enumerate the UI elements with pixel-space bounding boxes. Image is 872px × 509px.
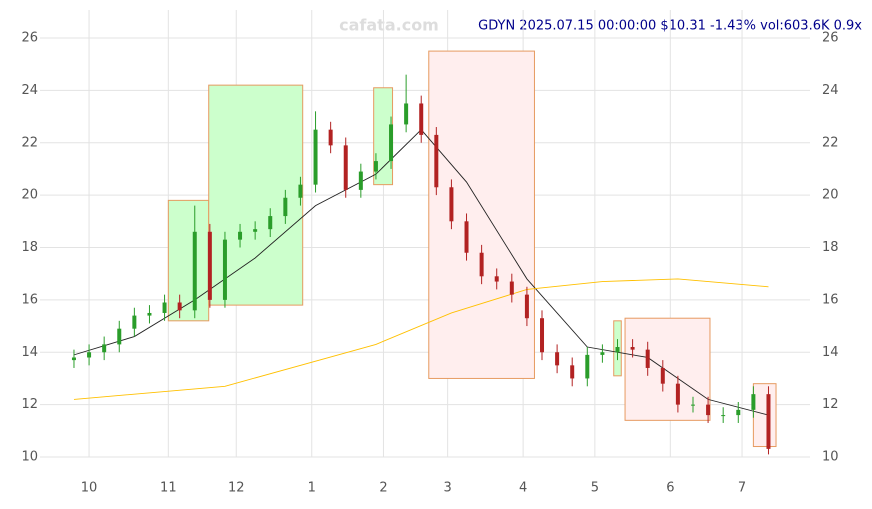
x-tick-label: 1 xyxy=(308,481,316,496)
watermark: cafata.com xyxy=(339,16,439,35)
candle-body xyxy=(238,231,243,240)
zone-box xyxy=(752,383,777,448)
y-tick-label-right: 22 xyxy=(822,135,839,150)
y-tick-label-right: 10 xyxy=(822,450,839,465)
x-tick-label: 10 xyxy=(81,481,98,496)
candle-body xyxy=(389,124,394,162)
y-tick-label: 26 xyxy=(21,31,38,46)
candle-body xyxy=(766,394,771,449)
candle-body xyxy=(449,187,454,222)
candle-body xyxy=(222,239,227,300)
y-tick-label-right: 12 xyxy=(822,397,839,412)
candle-body xyxy=(479,252,484,277)
zone-box xyxy=(208,84,304,306)
candle-body xyxy=(283,197,288,217)
candle-body xyxy=(117,328,122,345)
y-tick-label-right: 20 xyxy=(822,188,839,203)
x-tick-label: 2 xyxy=(379,481,387,496)
candle-body xyxy=(253,229,258,232)
zone-box xyxy=(624,317,711,421)
candle-body xyxy=(751,394,756,410)
candle-body xyxy=(645,349,650,368)
y-tick-label-right: 24 xyxy=(822,83,839,98)
candle-body xyxy=(373,161,378,172)
candle-body xyxy=(660,367,665,384)
y-tick-label: 20 xyxy=(21,188,38,203)
candle-body xyxy=(630,347,635,350)
candle-body xyxy=(328,129,333,146)
x-tick-label: 12 xyxy=(228,481,245,496)
candle-body xyxy=(570,365,575,379)
candle-body xyxy=(419,103,424,135)
y-tick-label-right: 26 xyxy=(822,31,839,46)
x-tick-label: 4 xyxy=(519,481,527,496)
moving-average xyxy=(73,278,769,400)
candle-body xyxy=(192,231,197,311)
y-tick-label: 22 xyxy=(21,135,38,150)
y-tick-label: 24 xyxy=(21,83,38,98)
candle-body xyxy=(343,145,348,190)
candle-body xyxy=(509,281,514,295)
candle-body xyxy=(313,129,318,185)
candle-body xyxy=(690,404,695,406)
x-tick-label: 5 xyxy=(591,481,599,496)
x-tick-label: 3 xyxy=(444,481,452,496)
candle-body xyxy=(494,276,499,282)
candle-body xyxy=(600,352,605,355)
candle-body xyxy=(177,302,182,311)
candle-body xyxy=(524,294,529,319)
candle-body xyxy=(102,344,107,353)
candle-body xyxy=(162,302,167,313)
candle-body xyxy=(298,184,303,198)
y-tick-label-right: 14 xyxy=(822,345,839,360)
candle-body xyxy=(736,409,741,416)
y-tick-label: 10 xyxy=(21,450,38,465)
candle-body xyxy=(147,312,152,316)
candle-body xyxy=(555,352,560,366)
candle-body xyxy=(404,103,409,125)
candle-body xyxy=(675,383,680,405)
candle-body xyxy=(540,318,545,353)
x-tick-label: 11 xyxy=(160,481,177,496)
candle-body xyxy=(268,216,273,230)
y-tick-label: 18 xyxy=(21,240,38,255)
x-tick-label: 7 xyxy=(738,481,746,496)
candle-body xyxy=(71,357,76,361)
y-tick-label-right: 18 xyxy=(822,240,839,255)
candle-body xyxy=(721,415,726,417)
candle-body xyxy=(358,171,363,190)
x-tick-label: 6 xyxy=(666,481,674,496)
y-tick-label: 14 xyxy=(21,345,38,360)
candle-body xyxy=(585,354,590,379)
y-tick-label: 12 xyxy=(21,397,38,412)
zone-box xyxy=(428,50,535,379)
candle-body xyxy=(434,134,439,188)
candle-body xyxy=(615,347,620,353)
candle-body xyxy=(464,221,469,253)
candle-body xyxy=(207,231,212,300)
zone-box xyxy=(167,199,210,322)
candle-body xyxy=(132,315,137,329)
y-tick-label-right: 16 xyxy=(822,292,839,307)
candle-body xyxy=(87,352,92,358)
y-tick-label: 16 xyxy=(21,292,38,307)
candle-body xyxy=(706,404,711,416)
